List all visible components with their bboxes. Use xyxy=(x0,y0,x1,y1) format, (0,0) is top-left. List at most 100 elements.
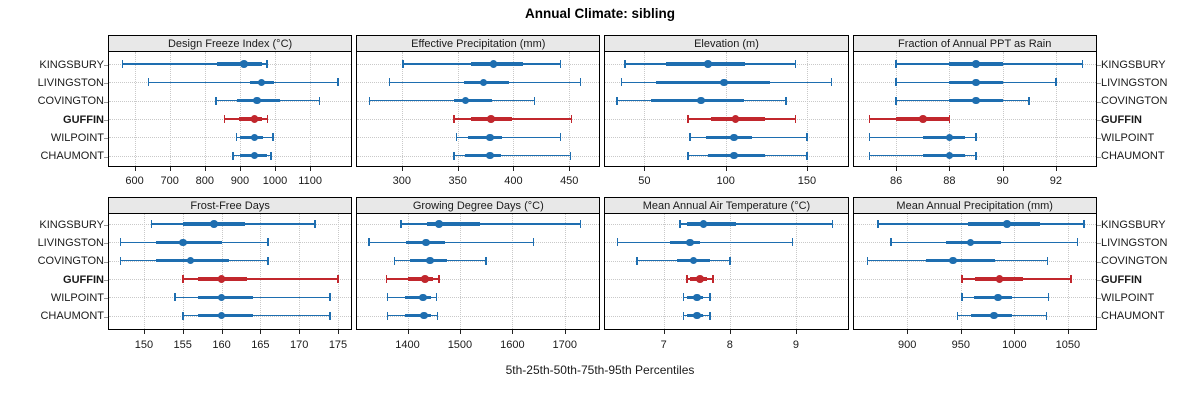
median-dot-livingston xyxy=(257,78,266,87)
whisker-cap-high xyxy=(559,133,562,142)
median-dot-guffin xyxy=(995,275,1004,283)
iqr-bar-livingston xyxy=(655,80,770,85)
whisker-cap-high xyxy=(270,151,272,160)
axis-tick xyxy=(960,330,962,334)
whisker-cap-low xyxy=(453,115,456,124)
axis-tick-label: 900 xyxy=(897,338,917,351)
axis-tick-label: 7 xyxy=(660,338,667,351)
axis-tick xyxy=(569,167,571,171)
axis-tick-label: 1100 xyxy=(298,174,322,187)
median-dot-kingsbury xyxy=(1003,220,1011,228)
row-guide-line xyxy=(357,315,600,317)
axis-tick xyxy=(907,330,909,334)
station-axis-tick xyxy=(1096,243,1101,245)
axis-tick-label: 800 xyxy=(195,174,214,187)
whisker-cap-high xyxy=(709,311,711,320)
row-guide-line xyxy=(109,137,352,139)
median-dot-kingsbury xyxy=(239,60,248,68)
iqr-bar-wilpoint xyxy=(467,135,503,140)
axis-tick-label: 1000 xyxy=(1002,338,1027,351)
station-label-left-livingston: LIVINGSTON xyxy=(37,236,104,249)
iqr-bar-wilpoint xyxy=(198,295,253,300)
gridline xyxy=(407,214,409,329)
whisker-cap-high xyxy=(435,293,438,302)
axis-tick xyxy=(513,167,515,171)
axis-tick xyxy=(457,167,459,171)
axis-tick xyxy=(564,330,566,334)
median-dot-guffin xyxy=(250,115,259,123)
whisker-cap-low xyxy=(868,115,871,124)
axis-tick-label: 700 xyxy=(160,174,179,187)
panel-body-design-freeze-index-c xyxy=(108,52,353,167)
iqr-bar-wilpoint xyxy=(973,295,1013,300)
median-dot-guffin xyxy=(217,275,226,283)
median-dot-guffin xyxy=(421,275,429,283)
axis-tick-label: 170 xyxy=(290,338,309,351)
axis-tick-label: 86 xyxy=(890,174,903,187)
gridline xyxy=(260,214,262,329)
median-dot-chaumont xyxy=(945,151,954,160)
station-axis-tick xyxy=(1096,298,1101,300)
median-dot-kingsbury xyxy=(209,220,218,228)
axis-tick xyxy=(663,330,665,334)
whisker-cap-low xyxy=(235,133,238,142)
station-label-left-kingsbury: KINGSBURY xyxy=(39,218,104,231)
whisker-kingsbury xyxy=(122,63,267,65)
gridline xyxy=(299,214,301,329)
whisker-cap-low xyxy=(150,220,153,228)
station-axis-tick xyxy=(104,83,108,85)
gridline xyxy=(457,52,459,166)
iqr-bar-guffin xyxy=(238,117,262,121)
axis-tick xyxy=(725,167,727,171)
station-label-left-wilpoint: WILPOINT xyxy=(50,291,104,304)
median-dot-covington xyxy=(949,256,958,265)
gridline xyxy=(513,52,515,166)
gridline xyxy=(338,214,339,329)
panel-header-elevation-m: Elevation (m) xyxy=(604,35,849,52)
whisker-cap-high xyxy=(1081,60,1084,68)
gridline xyxy=(960,214,962,329)
median-dot-guffin xyxy=(918,115,927,123)
whisker-cap-high xyxy=(329,311,332,320)
whisker-cap-low xyxy=(868,151,871,160)
whisker-cap-high xyxy=(267,238,269,247)
median-dot-covington xyxy=(426,256,434,265)
station-axis-tick xyxy=(1096,280,1101,282)
axis-tick xyxy=(459,330,461,334)
whisker-cap-high xyxy=(318,96,321,105)
median-dot-livingston xyxy=(966,238,975,247)
gridline xyxy=(275,52,277,166)
median-dot-chaumont xyxy=(420,311,429,320)
station-label-right-covington: COVINGTON xyxy=(1101,95,1168,108)
station-axis-tick xyxy=(104,225,108,226)
whisker-cap-low xyxy=(393,256,396,265)
axis-tick xyxy=(275,167,277,171)
axis-tick-label: 160 xyxy=(212,338,231,351)
station-label-right-livingston: LIVINGSTON xyxy=(1101,236,1168,249)
axis-tick xyxy=(512,330,514,334)
panel-header-mean-annual-air-temperature-c: Mean Annual Air Temperature (°C) xyxy=(604,197,849,214)
station-label-left-guffin: GUFFIN xyxy=(63,273,104,286)
station-label-left-guffin: GUFFIN xyxy=(63,113,104,126)
whisker-cap-high xyxy=(806,151,808,160)
whisker-cap-high xyxy=(712,275,715,284)
station-axis-tick xyxy=(104,65,108,66)
whisker-cap-high xyxy=(975,133,977,142)
axis-tick xyxy=(1002,167,1004,171)
axis-tick xyxy=(896,167,898,171)
station-axis-tick xyxy=(1096,101,1101,103)
panel-header-mean-annual-precipitation-mm: Mean Annual Precipitation (mm) xyxy=(852,197,1097,214)
panel-body-mean-annual-precipitation-mm xyxy=(852,214,1097,330)
whisker-cap-low xyxy=(877,220,880,228)
axis-tick xyxy=(1067,330,1069,334)
station-label-right-covington: COVINGTON xyxy=(1101,255,1168,268)
whisker-cap-low xyxy=(232,151,235,160)
whisker-cap-high xyxy=(438,275,440,284)
iqr-bar-livingston xyxy=(670,240,700,245)
axis-tick-label: 450 xyxy=(560,174,579,187)
whisker-cap-low xyxy=(386,311,389,320)
gridline xyxy=(1014,214,1016,329)
whisker-cap-high xyxy=(313,220,316,228)
axis-tick-label: 900 xyxy=(230,174,250,187)
median-dot-chaumont xyxy=(730,151,738,160)
